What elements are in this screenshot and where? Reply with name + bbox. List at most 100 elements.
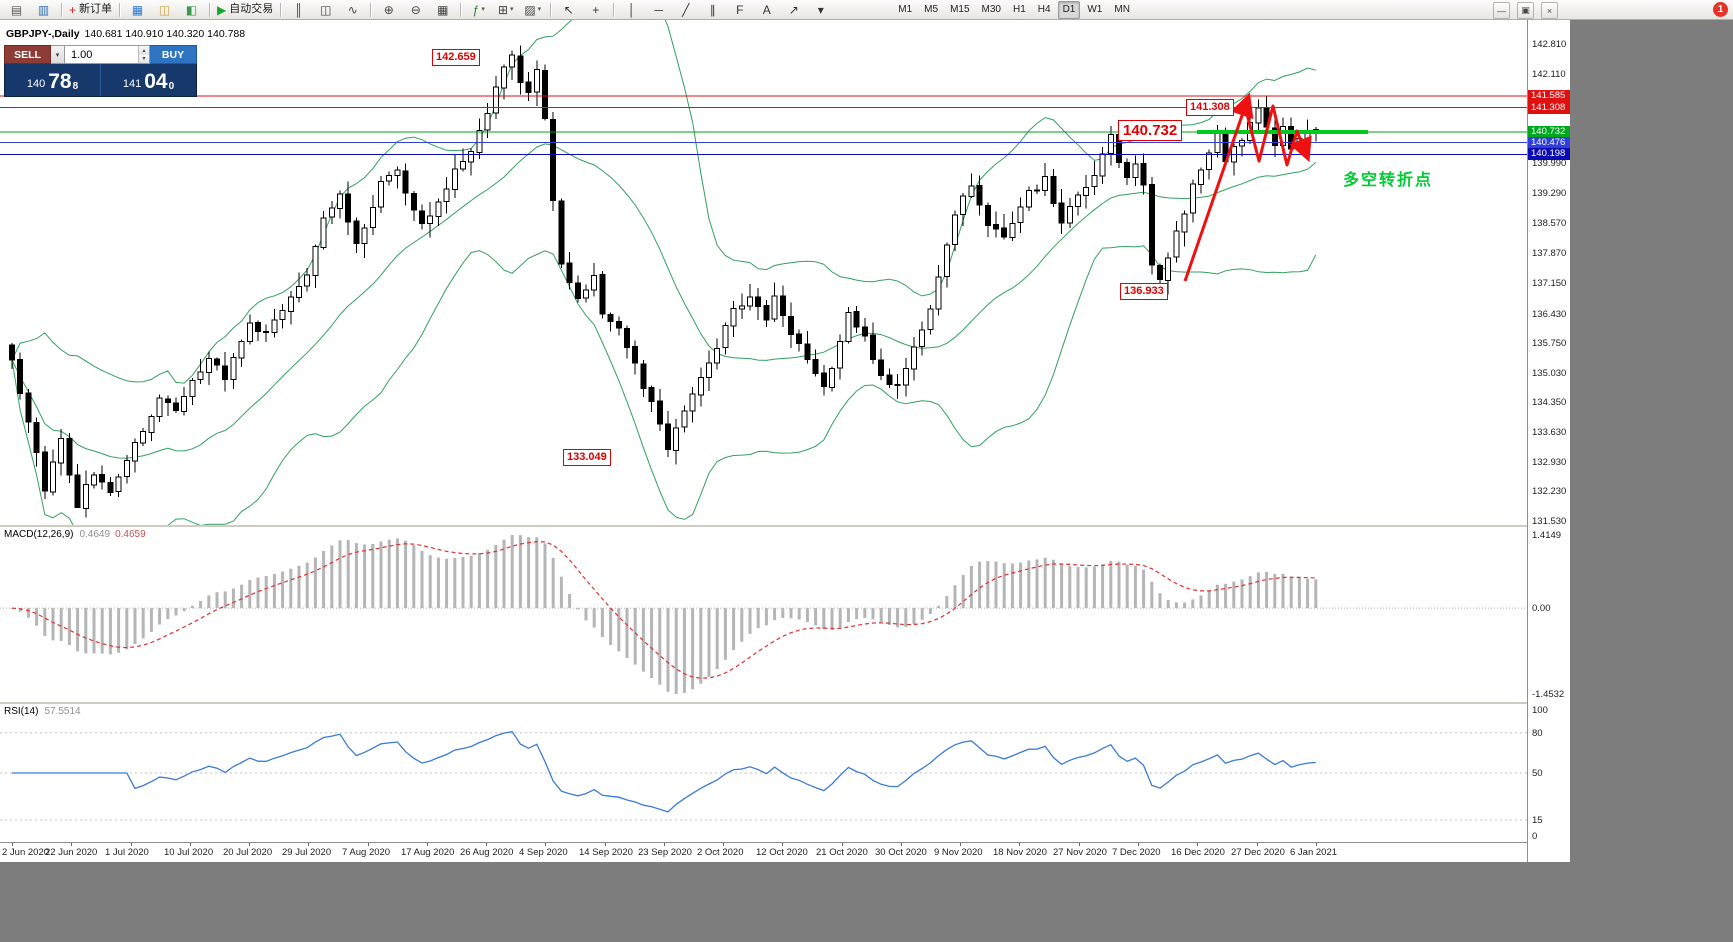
price-scale-label: 137.870 [1532, 247, 1567, 259]
candlestick-chart-icon[interactable]: ◫ [312, 0, 339, 19]
main-chart[interactable] [0, 20, 1527, 525]
navigator-icon[interactable]: ◧ [178, 0, 205, 19]
trendline-icon[interactable]: ╱ [672, 0, 699, 19]
fibonacci-icon[interactable]: F [726, 0, 753, 19]
timeframe-button-m1[interactable]: M1 [898, 4, 913, 15]
price-callout[interactable]: 136.933 [1120, 283, 1168, 300]
date-label: 23 Sep 2020 [638, 847, 692, 858]
time-axis-tick [427, 843, 428, 846]
timeframe-button-m30[interactable]: M30 [981, 4, 1001, 15]
shapes-dropdown[interactable]: ▾ [807, 0, 834, 19]
close-window-button[interactable]: × [1541, 2, 1558, 19]
zoom-out-icon[interactable]: ⊖ [402, 0, 429, 19]
indicator-scale-label: 0.00 [1532, 603, 1551, 615]
arrow-icon[interactable]: ↗ [780, 0, 807, 19]
date-label: 12 Oct 2020 [756, 847, 808, 858]
price-callout[interactable]: 141.308 [1186, 99, 1234, 116]
candles [9, 45, 1319, 518]
trade-controls-row: SELL ▾ ▴ ▾ BUY [4, 45, 197, 64]
date-label: 9 Nov 2020 [934, 847, 983, 858]
indicators-icon[interactable]: ƒ ▾ [465, 0, 492, 19]
templates-glyph: ▨ [524, 2, 536, 17]
annotation-note[interactable]: 多空转折点 [1343, 172, 1434, 189]
time-axis-tick [1138, 843, 1139, 846]
time-axis-tick [901, 843, 902, 846]
price-callout[interactable]: 140.732 [1118, 120, 1183, 141]
navigator-icon-glyph: ◧ [185, 2, 198, 17]
restore-window-button[interactable]: ▣ [1517, 2, 1534, 19]
volume-spinner: ▴ ▾ [137, 46, 149, 63]
volume-dropdown-button[interactable]: ▾ [51, 45, 65, 64]
new-order-button[interactable]: + 新订单 [66, 0, 115, 19]
price-scale-label: 133.630 [1532, 427, 1567, 439]
macd-panel[interactable] [0, 527, 1527, 702]
time-axis-tick [1197, 843, 1198, 846]
volume-decrease-button[interactable]: ▾ [138, 54, 149, 63]
date-label: 21 Oct 2020 [816, 847, 868, 858]
time-axis[interactable]: 2 Jun 2020 22 Jun 2020 1 Jul 2020 10 Jul 20… [0, 842, 1570, 862]
templates-dropdown[interactable]: ▨ ▾ [519, 0, 546, 19]
price-callout[interactable]: 133.049 [563, 449, 611, 466]
macd-value-1: 0.4649 [79, 529, 111, 540]
autotrading-button[interactable]: ▶ 自动交易 [214, 0, 276, 19]
rsi-splitter[interactable] [0, 702, 1570, 704]
bar-chart-icon[interactable]: ║ [285, 0, 312, 19]
new-chart-icon[interactable]: ▥ [30, 0, 57, 19]
autotrading-button-label: 自动交易 [229, 3, 274, 15]
date-label: 2 Oct 2020 [697, 847, 744, 858]
rsi-value: 57.5514 [44, 706, 81, 717]
indicator-scale-label: 80 [1532, 727, 1543, 739]
rsi-panel[interactable] [0, 704, 1527, 842]
minimize-window-button[interactable]: — [1493, 2, 1510, 19]
indicator-scale-label: 100 [1532, 705, 1548, 716]
trend-arrows[interactable] [1183, 92, 1312, 282]
price-line-marker: 141.308 [1528, 101, 1570, 114]
price-scale-label: 136.430 [1532, 308, 1567, 320]
buy-button[interactable]: BUY [150, 45, 197, 64]
timeframe-button-w1[interactable]: W1 [1087, 4, 1103, 15]
ask-price[interactable]: 141 04 0 [101, 64, 196, 96]
bollinger-bands [11, 20, 1317, 525]
shapes-glyph: ▾ [817, 2, 824, 17]
menu-icon[interactable]: ▤ [3, 0, 30, 19]
channel-icon[interactable]: ∥ [699, 0, 726, 19]
vertical-line-icon-glyph: │ [628, 2, 636, 17]
volume-input[interactable] [65, 46, 138, 63]
periods-dropdown[interactable]: ⊞ ▾ [492, 0, 519, 19]
timeframe-button-h1[interactable]: H1 [1012, 4, 1026, 15]
price-callout[interactable]: 142.659 [432, 49, 480, 66]
timeframe-button-mn[interactable]: MN [1114, 4, 1130, 15]
bid-price-main: 78 [48, 70, 72, 93]
tile-windows-icon[interactable]: ▦ [429, 0, 456, 19]
sell-button[interactable]: SELL [4, 45, 51, 64]
crosshair-icon[interactable]: + [582, 0, 609, 19]
market-watch-icon[interactable]: ▦ [124, 0, 151, 19]
dropdown-caret-icon: ▾ [481, 6, 485, 13]
macd-signal-line [11, 540, 1316, 679]
timeframe-button-m5[interactable]: M5 [924, 4, 939, 15]
text-icon[interactable]: A [753, 0, 780, 19]
time-axis-tick [12, 843, 13, 846]
data-window-icon[interactable]: ◫ [151, 0, 178, 19]
tile-windows-icon-glyph: ▦ [437, 2, 449, 17]
timeframe-button-h4[interactable]: H4 [1037, 4, 1051, 15]
price-scale[interactable]: 142.810 142.110 139.990 139.290 138.570 137.8… [1527, 20, 1570, 862]
line-chart-icon[interactable]: ∿ [339, 0, 366, 19]
cursor-icon[interactable]: ↖ [555, 0, 582, 19]
vertical-line-icon[interactable]: │ [618, 0, 645, 19]
volume-increase-button[interactable]: ▴ [138, 46, 149, 55]
price-scale-label: 138.570 [1532, 218, 1567, 230]
bid-price[interactable]: 140 78 8 [5, 64, 100, 96]
price-line-marker: 141.585 [1528, 89, 1570, 102]
periods-glyph: ⊞ [497, 2, 509, 17]
macd-splitter[interactable] [0, 525, 1570, 527]
bid-price-pip: 8 [72, 81, 79, 92]
timeframe-button-m15[interactable]: M15 [950, 4, 970, 15]
zoom-in-icon-glyph: ⊕ [383, 2, 394, 17]
timeframe-button-d1[interactable]: D1 [1057, 0, 1081, 19]
horizontal-lines[interactable] [0, 95, 1527, 155]
date-label: 6 Jan 2021 [1290, 847, 1338, 858]
horizontal-line-icon[interactable]: ─ [645, 0, 672, 19]
zoom-in-icon[interactable]: ⊕ [375, 0, 402, 19]
